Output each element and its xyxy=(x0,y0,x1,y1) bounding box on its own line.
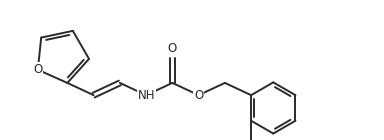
Text: O: O xyxy=(33,63,43,76)
Text: O: O xyxy=(194,89,203,102)
Text: O: O xyxy=(168,42,177,55)
Text: NH: NH xyxy=(137,89,155,102)
